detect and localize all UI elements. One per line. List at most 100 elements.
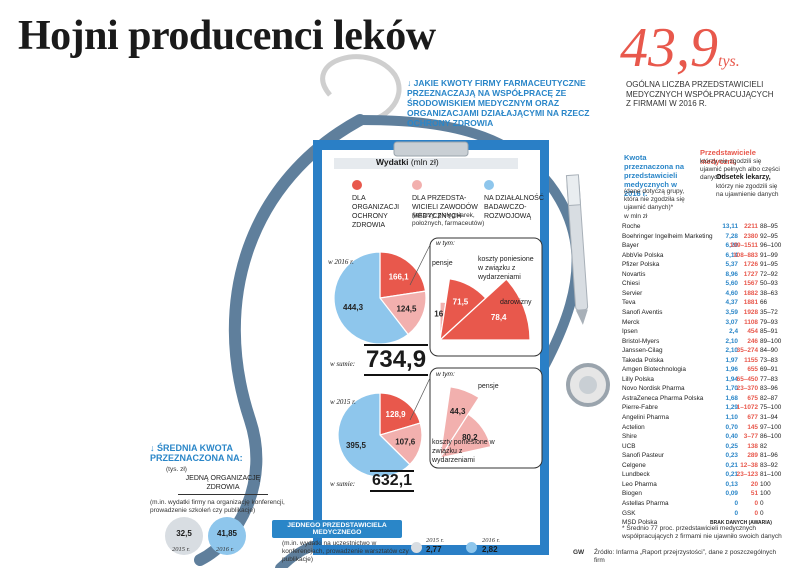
table-cell-reps: 1882	[743, 289, 758, 297]
table-cell-amount: 1,96	[725, 366, 738, 374]
average-org-note: (m.in. wydatki firmy na organizację konf…	[150, 499, 285, 514]
table-cell-pct: 86–100	[760, 433, 782, 441]
table-cell-reps: 1727	[743, 270, 758, 278]
table-cell-pct: 81–100	[760, 471, 782, 479]
table-cell-pct: 100	[760, 480, 771, 488]
table-cell-reps: 289	[747, 452, 758, 460]
table-cell-amount: 2,10	[725, 337, 738, 345]
table-cell-amount: 2,10	[725, 347, 738, 355]
breakdown-2015-title: w tym:	[436, 371, 455, 378]
legend-label-reps: DLA PRZEDSTA-WICIELI ZAWODÓW MEDYCZNYCH	[412, 195, 478, 220]
table-cell-company: Actelion	[622, 423, 645, 431]
table-cell-amount: 3,59	[725, 308, 738, 316]
table-header-reps-note: którzy nie zgodzili się ujawnić pełnych …	[700, 158, 780, 181]
table-cell-pct: 91–99	[760, 251, 778, 259]
table-cell-amount: 1,70	[725, 385, 738, 393]
table-cell-company: Chiesi	[622, 280, 640, 288]
table-cell-pct: 91–95	[760, 261, 778, 269]
pie-slice-label: 71,5	[453, 298, 469, 307]
table-cell-reps: 2380	[743, 232, 758, 240]
table-cell-amount: 1,29	[725, 404, 738, 412]
table-cell-pct: 92–95	[760, 232, 778, 240]
table-cell-company: Lilly Polska	[622, 375, 654, 383]
breakdown-2016-label-darowizny: darowizny	[500, 299, 532, 306]
table-cell-company: Celgene	[622, 461, 646, 469]
average-org-2015-circle	[165, 517, 203, 555]
table-cell-pct: 82–87	[760, 394, 778, 402]
table-cell-amount: 1,10	[725, 414, 738, 421]
table-cell-pct: 81–96	[760, 452, 778, 460]
table-cell-company: Ipsen	[622, 328, 638, 336]
pie-slice-label: 107,6	[395, 437, 416, 446]
pie-slice	[438, 278, 531, 341]
table-cell-reps: 108–883	[733, 251, 758, 259]
table-cell-company: Sanofi Pasteur	[622, 452, 664, 460]
table-row: Boehringer Ingelheim Marketing 7,28 2380 92…	[622, 232, 780, 242]
legend-swatch-red	[352, 180, 362, 190]
table-row: AstraZeneca Pharma Polska 1,68 675 82–87	[622, 394, 780, 404]
table-row: Ipsen 2,4 454 85–91	[622, 327, 780, 337]
table-cell-amount: 4,60	[725, 289, 738, 297]
pie-slice-label: 395,5	[346, 441, 367, 450]
average-rep-2016-year: 2016 r.	[482, 537, 501, 544]
headline-stat-description: OGÓLNA LICZBA PRZEDSTAWICIELI MEDYCZNYCH…	[626, 80, 774, 108]
pie-slice-label: 128,9	[386, 410, 407, 419]
table-cell-company: Merck	[622, 318, 640, 326]
table-cell-reps: 145	[747, 423, 758, 431]
table-row: Bristol-Myers 2,10 246 89–100	[622, 337, 781, 347]
average-rep-2015: 2,77	[426, 545, 442, 554]
table-cell-amount: 2,4	[729, 328, 738, 336]
table-cell-pct: 85–91	[760, 328, 778, 336]
pie-charts: 166,1 124,5 444,3 16,271,5 78,4 128,9 107,6 3…	[333, 237, 543, 478]
table-header-amount: Kwota przeznaczona na przedstawicieli me…	[624, 153, 685, 198]
legend-note-reps: (lekarzy, pielęgniarek, położnych, farma…	[412, 212, 485, 227]
table-cell-pct: 66	[760, 299, 768, 307]
table-header-amount-note: (dane dotyczą grupy, która nie zgodziła …	[624, 188, 685, 211]
table-cell-company: Biogen	[622, 490, 642, 498]
table-row: Lundbeck 0,21 23–123 81–100	[622, 470, 781, 480]
table-header-pct: Odsetek lekarzy,	[716, 174, 771, 181]
table-cell-amount: 0,13	[725, 480, 738, 488]
table-row: Actelion 0,70 145 97–100	[622, 423, 781, 433]
table-cell-company: Novartis	[622, 270, 646, 278]
table-cell-amount: 0,21	[725, 461, 738, 469]
table-cell-company: Shire	[622, 433, 637, 441]
average-rep-2015-circle	[411, 542, 422, 553]
table-cell-reps: 0	[754, 509, 758, 517]
legend-swatch-pink	[412, 180, 422, 190]
pie-2015: 128,9 107,6 395,5	[337, 392, 423, 478]
average-rep-label: JEDNEGO PRZEDSTAWICIELA MEDYCZNEGO	[272, 520, 402, 538]
table-row: Novartis 8,96 1727 72–92	[622, 270, 780, 280]
table-cell-pct: 83–92	[760, 461, 778, 469]
table-cell-pct: 72–92	[760, 270, 778, 278]
pie-slice	[378, 422, 423, 466]
breakdown-2015-label-koszty: koszty poniesione w związku z wydarzenia…	[432, 439, 495, 464]
legend-swatch-blue	[484, 180, 494, 190]
total-2016: 734,9	[364, 344, 429, 376]
table-cell-company: AbbVie Polska	[622, 251, 664, 259]
table-header-reps: Przedstawiciele medyczni,	[700, 148, 756, 166]
table-cell-pct: 73–83	[760, 356, 778, 364]
table-cell-amount: 0,23	[725, 452, 738, 460]
pie-slice-label: 78,4	[491, 313, 507, 322]
table-cell-amount: 7,28	[725, 232, 738, 240]
table-cell-reps: 51	[750, 490, 758, 498]
headline-stat: 43,9tys.	[620, 18, 740, 92]
average-org-2015-year: 2015 r.	[172, 546, 191, 553]
table-row: Biogen 0,09 51 100	[622, 489, 780, 499]
pie-2015-year: w 2015 r.	[330, 398, 356, 406]
table-cell-amount: 3,07	[725, 318, 738, 326]
table-cell-company: Bayer	[622, 242, 639, 250]
pie-2015-breakdown: 44,3 80,2	[438, 386, 492, 459]
table-row: Angelini Pharma 1,10 677 31–94	[622, 413, 780, 423]
table-row: Pierre-Fabre 1,29 1–1072 75–100	[622, 403, 781, 413]
pie-slice	[378, 290, 427, 336]
table-cell-pct: 89–100	[760, 337, 782, 345]
breakdown-2016-label-pensje: pensje	[432, 260, 453, 267]
table-row: UCB 0,25 138 82	[622, 442, 780, 452]
table-cell-company: Sanofi Aventis	[622, 308, 663, 316]
table-cell-company: Astellas Pharma	[622, 499, 669, 507]
table-row: AbbVie Polska 6,14 108–883 91–99	[622, 251, 780, 261]
table-cell-company: Roche	[622, 223, 641, 230]
table-cell-reps: 677	[747, 414, 758, 421]
